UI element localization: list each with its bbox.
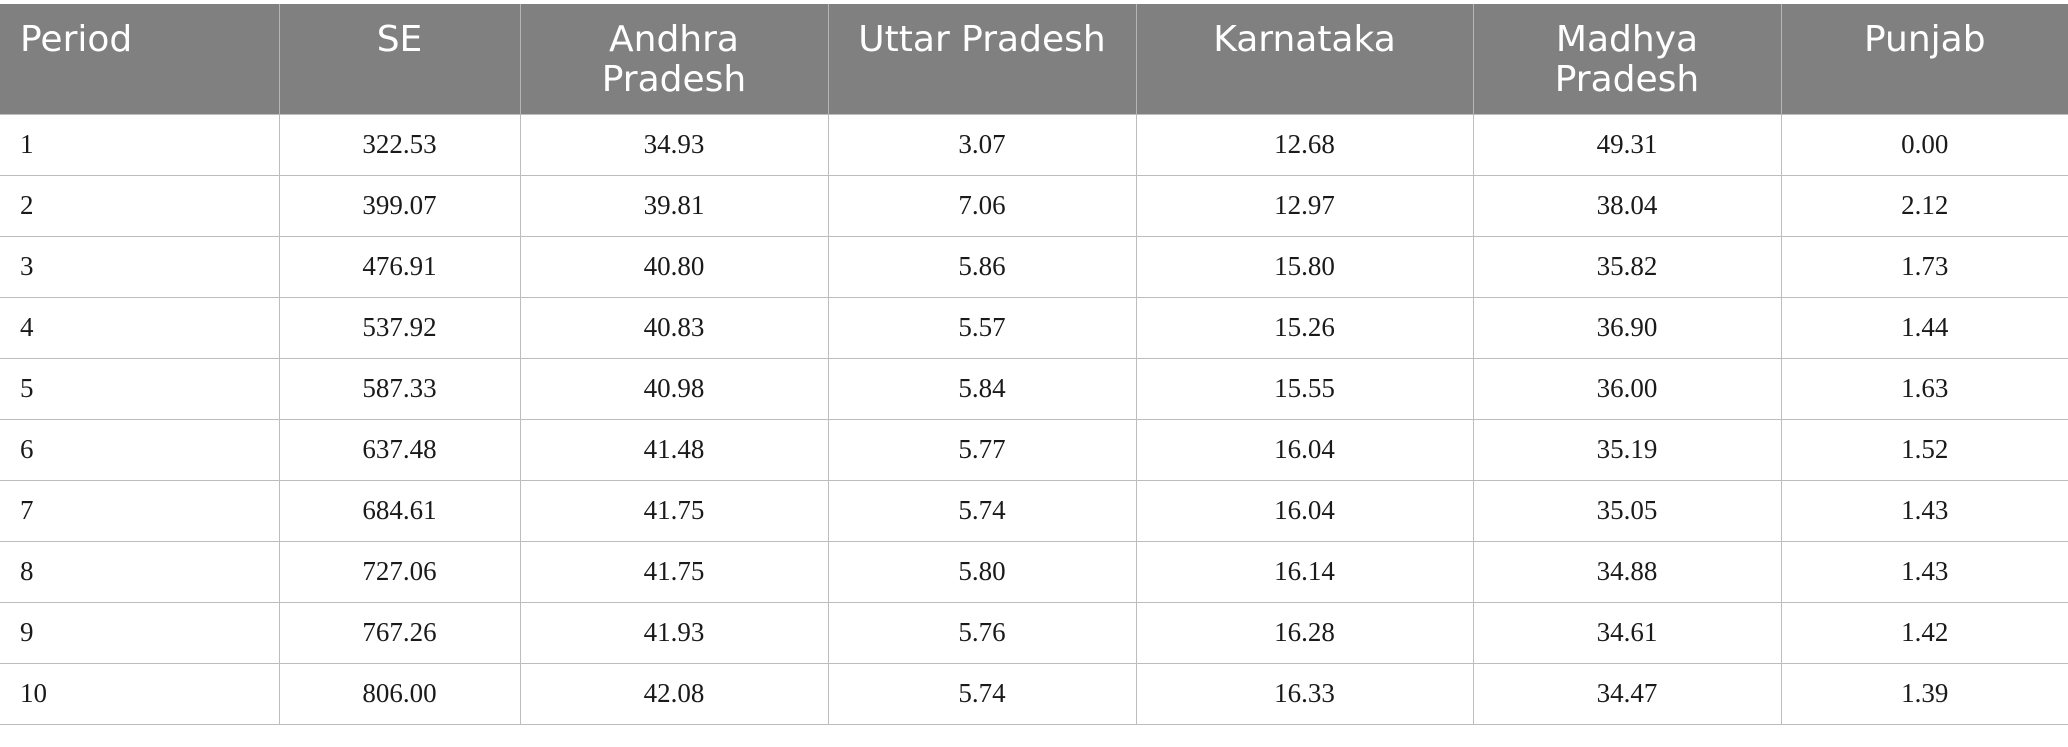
header-karnataka: Karnataka [1135,4,1473,114]
cell-se: 322.53 [278,113,520,176]
cell-andhra-pradesh: 34.93 [519,113,828,176]
cell-uttar-pradesh: 5.76 [827,602,1136,664]
cell-madhya-pradesh: 35.19 [1472,419,1781,481]
cell-punjab: 1.43 [1780,541,2068,603]
cell-karnataka: 15.26 [1135,297,1473,359]
table-row: 7 684.61 41.75 5.74 16.04 35.05 1.43 [0,480,2068,542]
cell-punjab: 1.39 [1780,663,2068,725]
cell-uttar-pradesh: 3.07 [827,113,1136,176]
table-row: 6 637.48 41.48 5.77 16.04 35.19 1.52 [0,419,2068,481]
cell-se: 637.48 [278,419,520,481]
cell-period: 8 [0,541,279,603]
table-row: 8 727.06 41.75 5.80 16.14 34.88 1.43 [0,541,2068,603]
cell-punjab: 1.63 [1780,358,2068,420]
table-row: 1 322.53 34.93 3.07 12.68 49.31 0.00 [0,113,2068,176]
header-madhya-pradesh: Madhya Pradesh [1472,4,1781,114]
cell-karnataka: 12.68 [1135,113,1473,176]
cell-se: 806.00 [278,663,520,725]
cell-se: 537.92 [278,297,520,359]
table-header: Period SE Andhra Pradesh Uttar Pradesh K… [0,4,2068,114]
cell-madhya-pradesh: 35.82 [1472,236,1781,298]
header-row: Period SE Andhra Pradesh Uttar Pradesh K… [0,4,2068,114]
cell-period: 6 [0,419,279,481]
cell-karnataka: 16.28 [1135,602,1473,664]
cell-madhya-pradesh: 34.61 [1472,602,1781,664]
cell-period: 10 [0,663,279,725]
cell-se: 476.91 [278,236,520,298]
table-row: 9 767.26 41.93 5.76 16.28 34.61 1.42 [0,602,2068,664]
cell-punjab: 0.00 [1780,113,2068,176]
table-body: 1 322.53 34.93 3.07 12.68 49.31 0.00 2 399.07 39.… [0,113,2068,725]
cell-karnataka: 12.97 [1135,175,1473,237]
cell-madhya-pradesh: 36.00 [1472,358,1781,420]
cell-se: 767.26 [278,602,520,664]
cell-madhya-pradesh: 35.05 [1472,480,1781,542]
cell-uttar-pradesh: 5.74 [827,663,1136,725]
cell-period: 5 [0,358,279,420]
cell-andhra-pradesh: 41.48 [519,419,828,481]
cell-uttar-pradesh: 5.80 [827,541,1136,603]
cell-madhya-pradesh: 38.04 [1472,175,1781,237]
cell-karnataka: 16.33 [1135,663,1473,725]
cell-andhra-pradesh: 41.75 [519,480,828,542]
cell-punjab: 1.73 [1780,236,2068,298]
cell-karnataka: 16.04 [1135,480,1473,542]
cell-uttar-pradesh: 5.77 [827,419,1136,481]
cell-madhya-pradesh: 34.88 [1472,541,1781,603]
table-row: 4 537.92 40.83 5.57 15.26 36.90 1.44 [0,297,2068,359]
cell-period: 9 [0,602,279,664]
cell-se: 399.07 [278,175,520,237]
cell-uttar-pradesh: 5.84 [827,358,1136,420]
header-se: SE [278,4,520,114]
cell-uttar-pradesh: 5.57 [827,297,1136,359]
table-row: 10 806.00 42.08 5.74 16.33 34.47 1.39 [0,663,2068,725]
header-period: Period [0,4,279,114]
cell-karnataka: 16.14 [1135,541,1473,603]
cell-andhra-pradesh: 42.08 [519,663,828,725]
cell-uttar-pradesh: 5.86 [827,236,1136,298]
table-row: 2 399.07 39.81 7.06 12.97 38.04 2.12 [0,175,2068,237]
cell-period: 1 [0,113,279,176]
cell-madhya-pradesh: 34.47 [1472,663,1781,725]
cell-andhra-pradesh: 41.93 [519,602,828,664]
cell-madhya-pradesh: 36.90 [1472,297,1781,359]
cell-andhra-pradesh: 40.80 [519,236,828,298]
cell-karnataka: 15.80 [1135,236,1473,298]
cell-andhra-pradesh: 40.98 [519,358,828,420]
cell-karnataka: 15.55 [1135,358,1473,420]
cell-madhya-pradesh: 49.31 [1472,113,1781,176]
cell-punjab: 1.42 [1780,602,2068,664]
cell-se: 727.06 [278,541,520,603]
cell-period: 3 [0,236,279,298]
cell-andhra-pradesh: 40.83 [519,297,828,359]
cell-punjab: 1.43 [1780,480,2068,542]
table-row: 5 587.33 40.98 5.84 15.55 36.00 1.63 [0,358,2068,420]
cell-period: 4 [0,297,279,359]
cell-andhra-pradesh: 39.81 [519,175,828,237]
variance-decomposition-table: Period SE Andhra Pradesh Uttar Pradesh K… [0,4,2068,725]
header-andhra-pradesh: Andhra Pradesh [519,4,828,114]
cell-andhra-pradesh: 41.75 [519,541,828,603]
cell-punjab: 1.52 [1780,419,2068,481]
cell-punjab: 2.12 [1780,175,2068,237]
cell-period: 2 [0,175,279,237]
cell-period: 7 [0,480,279,542]
header-punjab: Punjab [1780,4,2068,114]
data-table-container: Period SE Andhra Pradesh Uttar Pradesh K… [0,4,2068,725]
cell-se: 684.61 [278,480,520,542]
header-uttar-pradesh: Uttar Pradesh [827,4,1136,114]
cell-uttar-pradesh: 7.06 [827,175,1136,237]
cell-karnataka: 16.04 [1135,419,1473,481]
cell-punjab: 1.44 [1780,297,2068,359]
cell-uttar-pradesh: 5.74 [827,480,1136,542]
table-row: 3 476.91 40.80 5.86 15.80 35.82 1.73 [0,236,2068,298]
cell-se: 587.33 [278,358,520,420]
